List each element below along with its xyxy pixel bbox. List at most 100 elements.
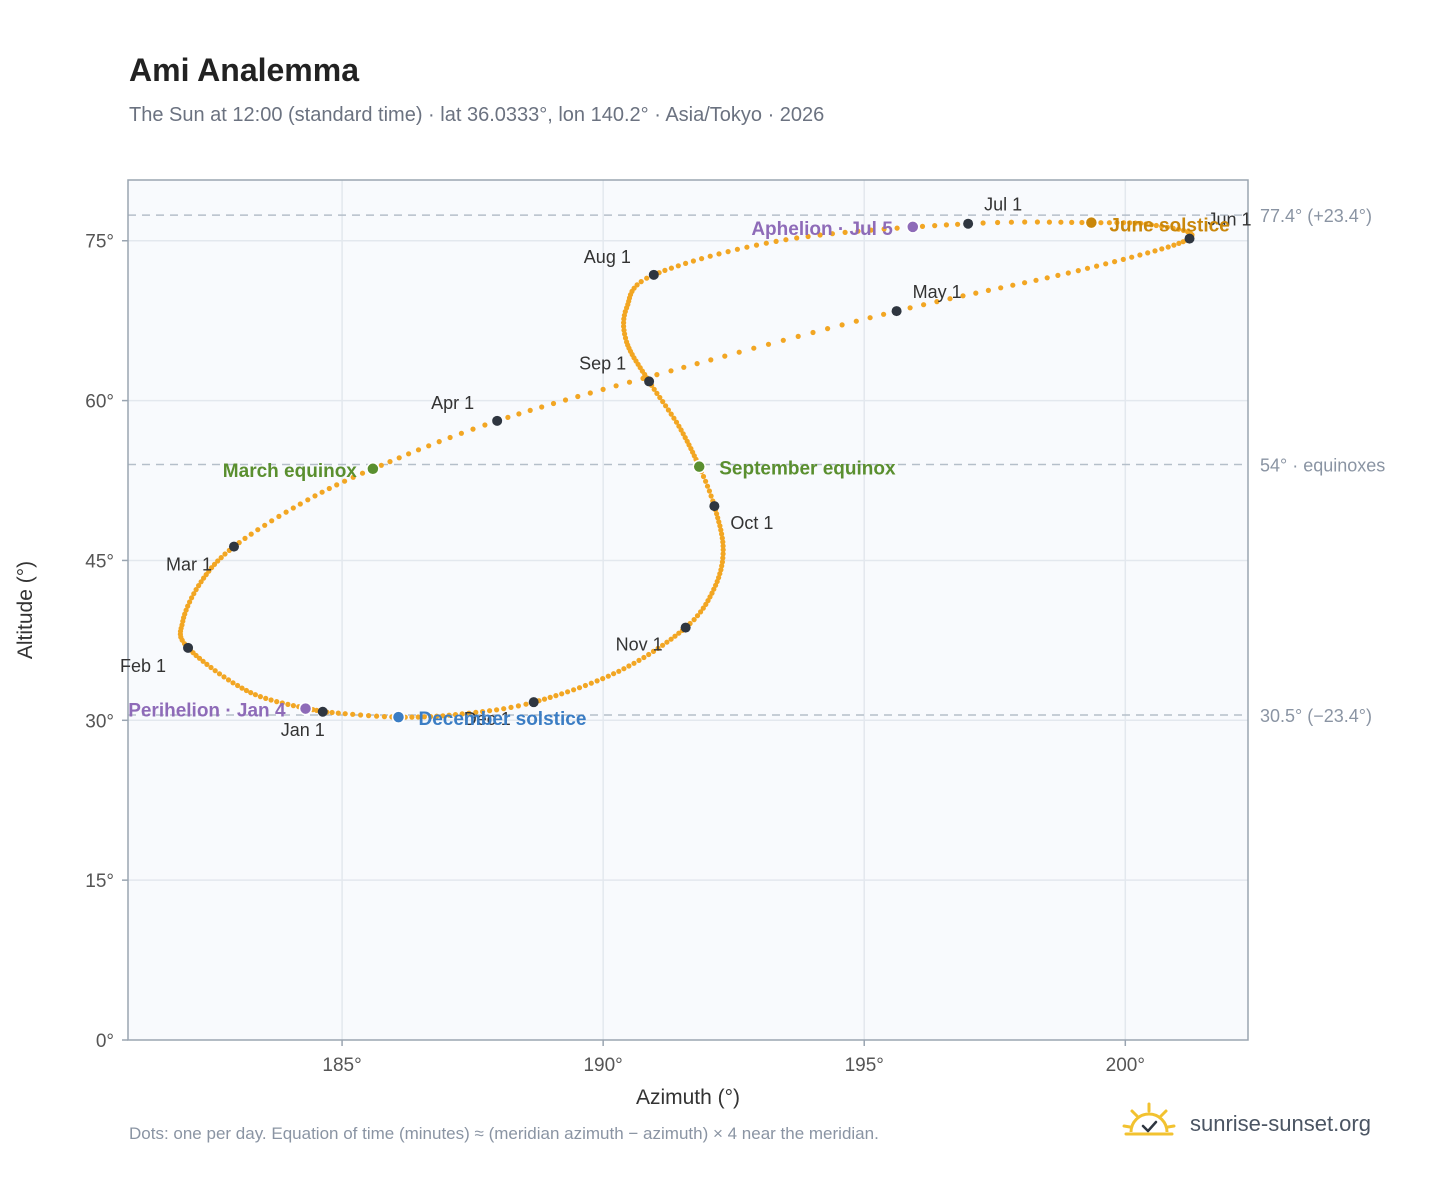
day-dot — [305, 497, 311, 503]
day-dot — [605, 673, 611, 679]
day-dot — [243, 687, 249, 694]
day-dot — [644, 275, 650, 281]
day-dot — [716, 519, 722, 525]
day-dot — [1153, 222, 1159, 229]
day-dot — [600, 676, 606, 682]
x-tick-label: 195° — [845, 1055, 884, 1076]
day-dot — [641, 654, 647, 661]
day-dot — [1152, 248, 1158, 254]
day-dot — [1137, 252, 1143, 258]
day-dot — [708, 493, 714, 499]
day-dot — [698, 609, 704, 615]
day-dot — [1103, 261, 1109, 267]
day-dot — [326, 485, 332, 492]
day-dot — [426, 443, 432, 449]
day-dot — [374, 713, 380, 719]
day-dot — [622, 331, 628, 337]
day-dot — [706, 488, 713, 494]
day-dot — [995, 219, 1001, 226]
day-dot — [396, 455, 402, 461]
x-axis-ticks: 185° 190° 195° 200° — [322, 1040, 1145, 1076]
day-dot — [378, 462, 384, 468]
day-dot — [894, 225, 900, 231]
day-dot — [268, 697, 274, 703]
day-dot — [707, 253, 713, 259]
day-dot — [719, 563, 725, 569]
day-dot — [719, 535, 725, 541]
event-marker — [391, 710, 406, 724]
day-dot — [1058, 219, 1064, 225]
day-dot — [855, 228, 861, 234]
x-tick-label: 190° — [583, 1055, 622, 1076]
month-marker — [680, 622, 691, 633]
day-dot — [358, 712, 364, 718]
reference-label: 77.4° (+23.4°) — [1260, 206, 1372, 226]
y-tick-label: 45° — [85, 551, 114, 572]
day-dot — [1138, 220, 1144, 226]
month-label: Apr 1 — [431, 393, 474, 413]
day-dot — [274, 699, 280, 705]
plot-frame — [127, 179, 1249, 1041]
day-dot — [312, 493, 318, 499]
month-label: Jul 1 — [984, 195, 1022, 215]
day-dot — [1098, 220, 1104, 226]
month-marker — [1184, 233, 1195, 244]
day-dot — [1069, 219, 1075, 225]
day-dot — [725, 249, 731, 255]
day-dot — [694, 613, 701, 619]
day-dot — [290, 703, 296, 709]
month-label: Jun 1 — [1208, 210, 1252, 230]
y-tick-label: 0° — [96, 1031, 114, 1052]
day-dot — [1132, 220, 1138, 226]
day-dot — [660, 399, 666, 405]
month-marker — [963, 218, 974, 229]
day-dot — [719, 559, 726, 565]
day-dot — [657, 394, 663, 401]
day-dot — [631, 660, 637, 666]
day-dot — [459, 711, 465, 717]
event-marker — [692, 459, 706, 474]
day-dot — [248, 690, 254, 696]
brand[interactable]: sunrise-sunset.org — [1122, 1102, 1371, 1146]
day-dot — [582, 682, 589, 689]
day-dot — [508, 704, 514, 711]
y-tick-label: 60° — [85, 392, 114, 413]
day-dot — [1170, 225, 1176, 231]
day-dot — [185, 603, 191, 609]
day-dot — [621, 323, 627, 329]
day-dot — [342, 478, 348, 484]
day-dot — [571, 687, 577, 693]
day-dot — [230, 680, 236, 686]
day-dot — [189, 595, 195, 601]
day-dot — [387, 459, 393, 465]
day-dot — [415, 447, 422, 453]
day-dot — [1164, 224, 1170, 230]
day-dot — [501, 706, 507, 712]
day-dot — [703, 601, 709, 608]
day-dot — [1046, 219, 1052, 225]
day-dot — [350, 474, 356, 480]
day-dot — [262, 522, 268, 528]
day-dot — [269, 518, 275, 524]
day-dot — [640, 375, 646, 381]
day-dot — [1008, 219, 1015, 225]
day-dot — [1165, 244, 1171, 250]
day-dot — [539, 404, 545, 410]
day-dot — [881, 311, 887, 317]
event-marker — [366, 462, 380, 476]
month-label: May 1 — [913, 282, 962, 302]
day-dot — [751, 345, 757, 351]
day-dot — [654, 372, 660, 378]
day-dot — [575, 393, 581, 400]
day-dot — [703, 478, 709, 484]
day-dot — [694, 361, 700, 367]
day-dot — [919, 223, 926, 229]
day-dot — [1055, 272, 1061, 278]
y-axis-label: Altitude (°) — [14, 561, 37, 659]
y-tick-label: 30° — [85, 711, 114, 732]
day-dot — [279, 700, 285, 706]
day-dot — [342, 711, 348, 717]
day-dot — [515, 703, 522, 709]
day-dot — [436, 439, 442, 445]
day-dot — [204, 661, 210, 668]
